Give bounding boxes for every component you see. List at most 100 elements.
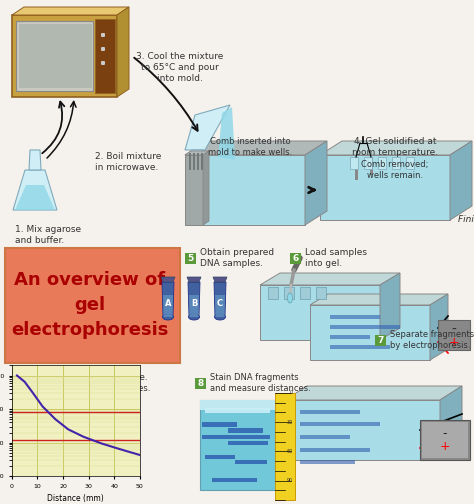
Bar xyxy=(330,315,380,319)
Polygon shape xyxy=(189,153,191,170)
Text: +: + xyxy=(449,336,459,348)
Bar xyxy=(420,420,470,460)
Polygon shape xyxy=(310,305,430,360)
Text: -: - xyxy=(443,427,447,440)
Bar xyxy=(212,478,257,482)
Polygon shape xyxy=(185,141,327,155)
Text: Stain DNA fragments
and measure distances.: Stain DNA fragments and measure distance… xyxy=(210,373,311,393)
Polygon shape xyxy=(193,153,195,170)
Polygon shape xyxy=(320,141,472,155)
Bar xyxy=(300,460,355,464)
Text: 7: 7 xyxy=(377,336,383,345)
Polygon shape xyxy=(260,273,400,285)
Polygon shape xyxy=(218,107,235,160)
Polygon shape xyxy=(12,7,129,15)
Bar xyxy=(205,408,270,413)
Polygon shape xyxy=(430,294,448,360)
Ellipse shape xyxy=(101,33,105,37)
Polygon shape xyxy=(450,141,472,220)
Polygon shape xyxy=(188,282,200,317)
Ellipse shape xyxy=(101,33,105,37)
Bar xyxy=(185,253,196,264)
Bar xyxy=(235,460,267,464)
Bar xyxy=(364,157,372,169)
Polygon shape xyxy=(320,155,450,220)
Text: Comb removed;
wells remain.: Comb removed; wells remain. xyxy=(361,160,428,180)
Bar xyxy=(290,253,301,264)
Bar xyxy=(438,320,470,350)
Bar xyxy=(205,455,235,459)
Text: 60: 60 xyxy=(287,449,293,454)
Polygon shape xyxy=(197,153,199,170)
Bar xyxy=(19,24,92,88)
Polygon shape xyxy=(203,151,209,225)
Text: 4. Gel solidified at
room temperature.: 4. Gel solidified at room temperature. xyxy=(352,137,438,157)
Polygon shape xyxy=(187,150,208,167)
Bar xyxy=(268,287,278,299)
Polygon shape xyxy=(15,185,55,210)
Bar xyxy=(378,157,386,169)
Bar xyxy=(406,157,414,169)
X-axis label: Distance (mm): Distance (mm) xyxy=(47,494,104,503)
Polygon shape xyxy=(29,150,41,170)
Polygon shape xyxy=(163,295,173,317)
Text: A: A xyxy=(165,298,171,307)
Text: 30: 30 xyxy=(287,420,293,425)
Polygon shape xyxy=(440,386,462,460)
Bar xyxy=(300,410,360,414)
Text: 3. Cool the mixture
to 65°C and pour
into mold.: 3. Cool the mixture to 65°C and pour int… xyxy=(137,52,224,83)
Text: Separate fragments
by electrophoresis.: Separate fragments by electrophoresis. xyxy=(390,330,474,350)
Ellipse shape xyxy=(101,47,105,51)
Ellipse shape xyxy=(101,61,105,65)
Bar xyxy=(185,155,203,225)
Text: 8: 8 xyxy=(197,379,204,388)
Ellipse shape xyxy=(101,47,105,51)
Ellipse shape xyxy=(101,33,105,37)
Polygon shape xyxy=(117,7,129,97)
Ellipse shape xyxy=(101,61,105,65)
Bar xyxy=(228,428,263,433)
Ellipse shape xyxy=(101,47,105,51)
Polygon shape xyxy=(187,277,201,282)
Bar xyxy=(0,0,474,245)
Polygon shape xyxy=(13,170,57,210)
Ellipse shape xyxy=(101,61,105,65)
Text: 2. Boil mixture
in microwave.: 2. Boil mixture in microwave. xyxy=(95,152,161,172)
Text: 1. Mix agarose
and buffer.: 1. Mix agarose and buffer. xyxy=(15,225,81,245)
Bar xyxy=(300,422,380,426)
Ellipse shape xyxy=(101,61,105,65)
Bar xyxy=(300,448,370,452)
Text: 6: 6 xyxy=(292,254,299,263)
Bar xyxy=(200,400,275,490)
Bar xyxy=(350,157,358,169)
Bar xyxy=(95,19,115,93)
Bar xyxy=(392,157,400,169)
Polygon shape xyxy=(161,277,175,282)
Bar xyxy=(202,422,237,427)
Ellipse shape xyxy=(163,314,173,320)
Polygon shape xyxy=(214,282,226,317)
Ellipse shape xyxy=(189,314,200,320)
Bar xyxy=(330,345,390,349)
Polygon shape xyxy=(215,295,225,317)
Polygon shape xyxy=(201,153,203,170)
Ellipse shape xyxy=(215,314,226,320)
Text: +: + xyxy=(440,440,450,454)
Bar xyxy=(12,15,117,97)
Bar xyxy=(375,335,386,346)
Bar xyxy=(0,375,474,504)
Text: Comb inserted into
mold to make wells.: Comb inserted into mold to make wells. xyxy=(208,137,292,157)
Polygon shape xyxy=(260,285,380,340)
Bar xyxy=(330,325,400,329)
Polygon shape xyxy=(162,282,174,317)
Ellipse shape xyxy=(288,293,292,303)
Text: -: - xyxy=(452,323,456,337)
Text: Prepare a standard curve.
Determine fragment sizes.: Prepare a standard curve. Determine frag… xyxy=(38,373,150,393)
Polygon shape xyxy=(213,277,227,282)
Bar xyxy=(228,441,268,445)
Text: 0: 0 xyxy=(290,391,293,396)
Bar xyxy=(16,21,93,91)
Bar xyxy=(330,335,370,339)
Text: 5: 5 xyxy=(187,254,193,263)
Bar xyxy=(284,287,294,299)
